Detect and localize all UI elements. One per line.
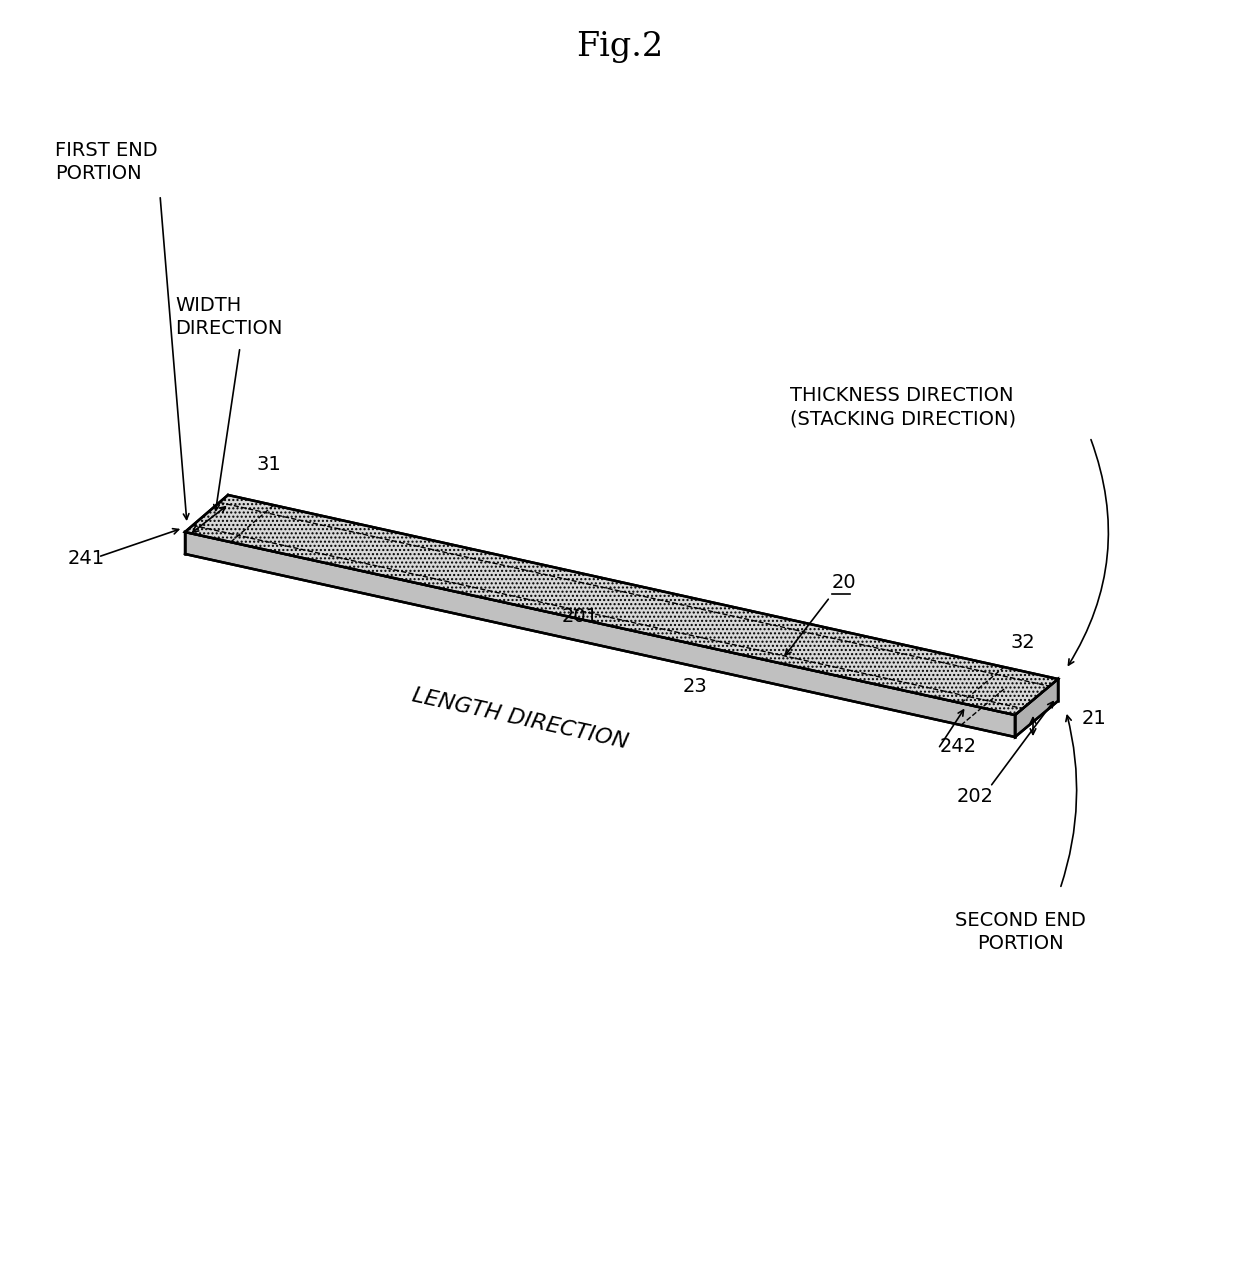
Text: 20: 20: [832, 573, 857, 593]
Text: 32: 32: [1011, 632, 1034, 651]
Text: 202: 202: [956, 787, 993, 806]
Text: 241: 241: [68, 549, 105, 568]
Text: 201: 201: [562, 608, 599, 627]
Text: THICKNESS DIRECTION
(STACKING DIRECTION): THICKNESS DIRECTION (STACKING DIRECTION): [790, 386, 1016, 428]
Text: 23: 23: [683, 678, 707, 696]
Text: 21: 21: [1083, 710, 1107, 728]
Polygon shape: [185, 533, 1016, 737]
Text: WIDTH
DIRECTION: WIDTH DIRECTION: [175, 296, 283, 338]
Text: SECOND END
PORTION: SECOND END PORTION: [955, 911, 1085, 953]
Text: LENGTH DIRECTION: LENGTH DIRECTION: [410, 684, 630, 752]
Text: 31: 31: [255, 456, 280, 475]
Text: Fig.2: Fig.2: [577, 31, 663, 63]
Text: 242: 242: [940, 738, 977, 756]
Polygon shape: [185, 495, 1058, 715]
Text: FIRST END
PORTION: FIRST END PORTION: [55, 140, 157, 184]
Polygon shape: [1016, 679, 1058, 737]
